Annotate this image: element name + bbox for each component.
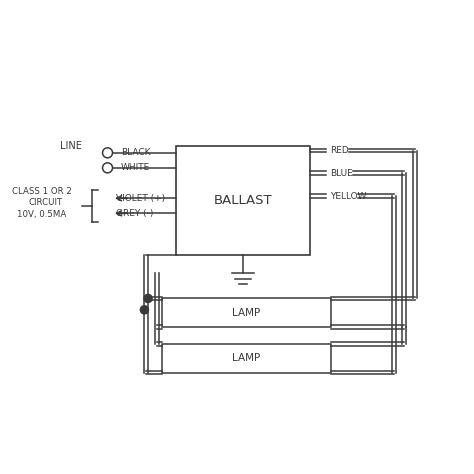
Text: 10V, 0.5MA: 10V, 0.5MA [17,210,66,219]
Text: BALLAST: BALLAST [214,194,272,207]
Circle shape [144,294,152,302]
Circle shape [102,163,112,173]
Bar [162,299,330,327]
Text: LAMP: LAMP [232,308,261,318]
Text: RED: RED [330,146,349,155]
Text: WHITE: WHITE [121,164,150,173]
Text: LINE: LINE [60,141,82,151]
Text: BLACK: BLACK [121,148,151,157]
Circle shape [102,148,112,158]
Circle shape [140,306,148,314]
Text: VIOLET (+): VIOLET (+) [116,194,165,203]
Text: CIRCUIT: CIRCUIT [29,198,63,207]
Text: LAMP: LAMP [232,353,261,363]
Text: BLUE: BLUE [330,169,353,178]
Text: GREY (-): GREY (-) [116,209,153,218]
Text: YELLOW: YELLOW [330,191,367,201]
Bar [176,146,310,255]
Bar [162,344,330,373]
Text: CLASS 1 OR 2: CLASS 1 OR 2 [12,187,72,196]
